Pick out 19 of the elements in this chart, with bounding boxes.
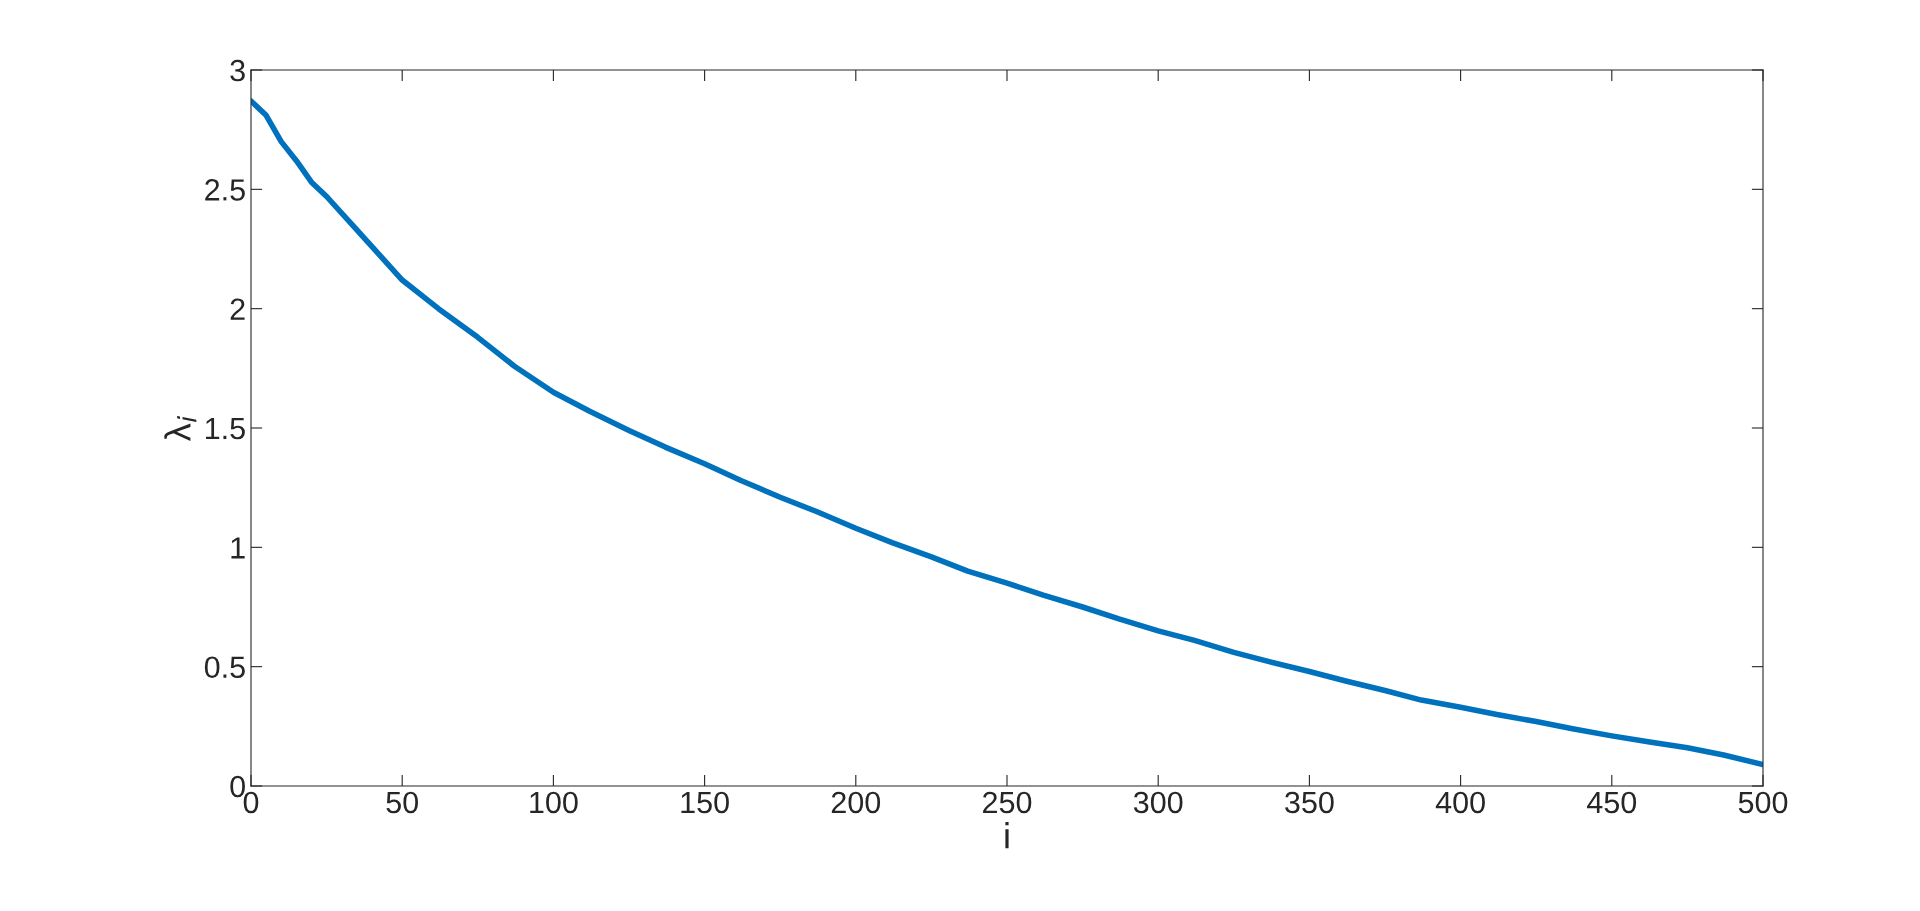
x-tick-label: 500 [1738,791,1788,814]
x-tick-label: 400 [1435,791,1485,814]
x-tick-label: 250 [983,791,1032,814]
y-tick-label: 1 [231,537,245,559]
x-axis-title: i [1005,822,1009,849]
x-tick-label: 200 [831,791,881,814]
y-tick-label: 0.5 [204,656,245,679]
y-axis-title: λ$_{i}$ [164,416,197,442]
x-tick-label: 50 [386,791,418,814]
y-tick-label: 1.5 [206,418,245,440]
y-tick-label: 0 [230,775,245,798]
x-tick-label: 450 [1587,791,1637,814]
y-tick-label: 3 [230,59,245,82]
y-tick-label: 2 [230,298,245,320]
x-tick-label: 100 [530,791,578,814]
y-tick-label: 2.5 [205,179,245,201]
x-tick-label: 150 [681,791,729,814]
x-tick-label: 300 [1133,791,1183,814]
x-tick-label: 350 [1285,791,1334,814]
